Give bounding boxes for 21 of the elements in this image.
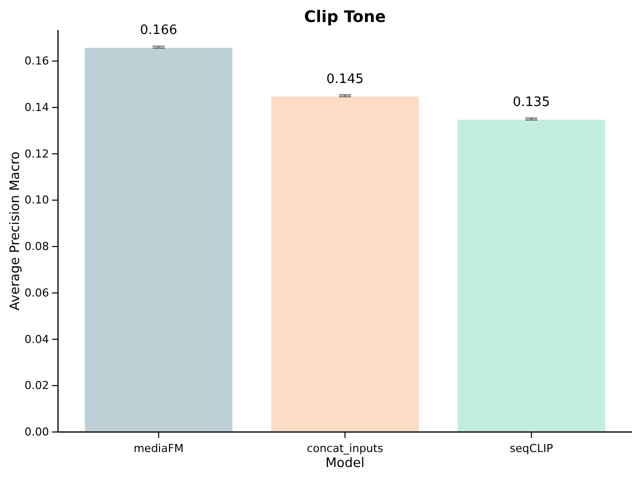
data-label: 0.135 [512, 95, 550, 110]
data-label: 0.166 [140, 23, 178, 38]
bar [270, 95, 420, 433]
y-tick-label: 0.12 [24, 147, 49, 160]
data-label: 0.145 [326, 72, 364, 87]
x-axis-title: Model [325, 456, 365, 471]
y-tick-label: 0.04 [24, 332, 49, 346]
x-tick-label: concat_inputs [306, 442, 384, 455]
y-tick-label: 0.14 [24, 100, 49, 114]
y-axis-title: Average Precision Macro [8, 151, 23, 310]
x-tick-label: seqCLIP [510, 442, 554, 455]
x-tick-label: mediaFM [134, 442, 184, 455]
bar [83, 46, 234, 433]
y-tick-label: 0.16 [24, 54, 49, 68]
bar [456, 118, 607, 433]
y-tick-label: 0.02 [24, 379, 49, 392]
y-tick-label: 0.00 [24, 426, 49, 439]
y-tick-label: 0.06 [24, 286, 49, 300]
y-tick-label: 0.08 [24, 240, 49, 254]
y-tick-label: 0.10 [24, 194, 49, 207]
chart-title: Clip Tone [304, 7, 386, 26]
